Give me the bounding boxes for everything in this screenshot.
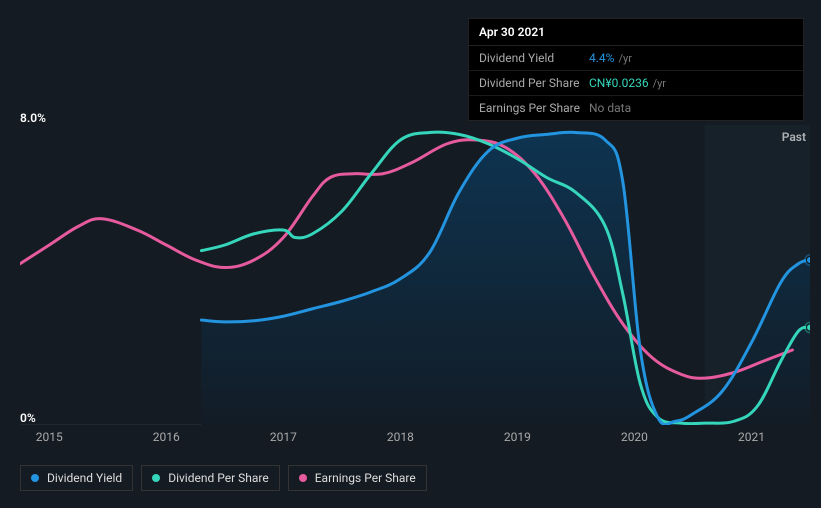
tooltip-row: Dividend Per ShareCN¥0.0236/yr [469,71,803,96]
legend-label: Earnings Per Share [315,471,416,485]
x-axis-label: 2015 [36,430,63,444]
x-axis-labels: 2015 2016 2017 2018 2019 2020 2021 [20,430,810,450]
chart-svg [20,105,810,425]
y-axis-label: 8.0% [20,111,46,125]
legend-dot-icon [152,474,160,482]
tooltip-row: Dividend Yield4.4%/yr [469,46,803,71]
x-axis-label: 2018 [387,430,414,444]
legend-dot-icon [299,474,307,482]
legend-item[interactable]: Dividend Yield [20,465,133,491]
legend-label: Dividend Per Share [168,471,269,485]
y-axis-label: 0% [20,411,36,425]
tooltip-value: CN¥0.0236/yr [589,76,666,90]
tooltip-value: No data [589,101,631,115]
legend-item[interactable]: Dividend Per Share [141,465,280,491]
tooltip-value: 4.4%/yr [589,51,632,65]
x-axis-label: 2020 [621,430,648,444]
legend-label: Dividend Yield [47,471,122,485]
chart-tooltip: Apr 30 2021 Dividend Yield4.4%/yrDividen… [468,18,804,121]
chart-area: Past 8.0%0% [20,105,810,425]
x-axis-label: 2021 [738,430,765,444]
x-axis-label: 2017 [270,430,297,444]
tooltip-label: Dividend Yield [479,51,589,65]
legend: Dividend Yield Dividend Per Share Earnings… [20,465,427,491]
legend-item[interactable]: Earnings Per Share [288,465,427,491]
tooltip-label: Earnings Per Share [479,101,589,115]
x-axis-label: 2016 [153,430,180,444]
tooltip-row: Earnings Per ShareNo data [469,96,803,120]
x-axis-label: 2019 [504,430,531,444]
tooltip-label: Dividend Per Share [479,76,589,90]
legend-dot-icon [31,474,39,482]
tooltip-date: Apr 30 2021 [469,19,803,46]
